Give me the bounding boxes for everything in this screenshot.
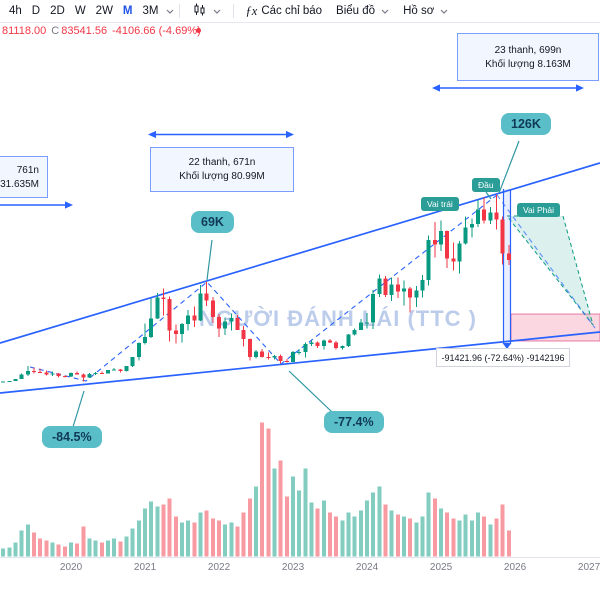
timeframe-button-d[interactable]: D	[27, 1, 45, 21]
range-box-line: 761n	[16, 164, 39, 176]
alert-dot	[196, 28, 201, 33]
range-box-top-right[interactable]: 23 thanh, 699n Khối lượng 8.163M	[457, 33, 599, 81]
range-box-line: Khối lượng 80.99M	[179, 171, 265, 182]
pattern-left-shoulder-label[interactable]: Vai trái	[421, 197, 459, 211]
chevron-down-icon	[213, 5, 221, 17]
timeframe-button-m[interactable]: M	[118, 1, 138, 21]
toolbar-divider	[232, 4, 234, 18]
timeframe-button-w[interactable]: W	[70, 1, 91, 21]
time-axis-label: 2020	[59, 562, 83, 573]
profile-menu-button[interactable]: Hồ sơ	[396, 5, 455, 17]
time-axis[interactable]: 2020 2021 2022 2023 2024 2025 2026 2027	[0, 557, 600, 601]
toolbar: 4h D 2D W 2W M 3M ƒx Các chỉ báo Biểu đồ	[0, 0, 600, 23]
target-zone-box[interactable]	[510, 313, 600, 342]
range-box-line: Khối lượng 8.163M	[485, 58, 571, 70]
range-box-far-left[interactable]: 761n 31.635M	[0, 156, 48, 198]
chart-menu-button[interactable]: Biểu đồ	[329, 5, 396, 17]
timeframe-button-4h[interactable]: 4h	[4, 1, 27, 21]
change-value: -4106.66 (-4.69%)	[112, 25, 201, 37]
ohlc-readout: 81118.00 C 83541.56 -4106.66 (-4.69%)	[2, 25, 201, 37]
profile-menu-label: Hồ sơ	[403, 5, 435, 17]
price-range-measure-lines[interactable]	[502, 189, 512, 349]
toolbar-divider	[178, 4, 180, 18]
pattern-head-label[interactable]: Đầu	[472, 178, 500, 192]
timeframe-group: 4h D 2D W 2W M 3M	[4, 1, 164, 21]
callout-drawdown-77[interactable]: -77.4%	[324, 411, 384, 433]
callout-drawdown-84[interactable]: -84.5%	[42, 426, 102, 448]
callout-pointer-lines	[72, 140, 520, 428]
range-box-line: 23 thanh, 699n	[494, 44, 562, 56]
watermark: NGƯỜI ĐÁNH LÁI (TTC )	[199, 306, 477, 331]
close-label: C	[51, 25, 60, 37]
chevron-down-icon	[381, 5, 389, 17]
time-axis-label: 2027	[577, 562, 600, 573]
candlestick-icon	[192, 2, 207, 20]
range-box-line: 22 thanh, 671n	[188, 157, 256, 168]
chart-menu-label: Biểu đồ	[336, 5, 376, 17]
timeframe-button-2w[interactable]: 2W	[91, 1, 118, 21]
timeframe-button-2d[interactable]: 2D	[45, 1, 70, 21]
price-range-measure-label[interactable]: -91421.96 (-72.64%) -9142196	[436, 348, 570, 367]
callout-peak-69k[interactable]: 69K	[191, 211, 234, 233]
time-axis-label: 2022	[207, 562, 231, 573]
indicators-label: Các chỉ báo	[261, 5, 323, 17]
indicators-button[interactable]: ƒx Các chỉ báo	[239, 4, 330, 19]
time-axis-label: 2025	[429, 562, 453, 573]
chart-type-button[interactable]	[185, 2, 228, 20]
close-value: 83541.56	[61, 25, 108, 37]
range-box-mid-left[interactable]: 22 thanh, 671n Khối lượng 80.99M	[150, 147, 294, 192]
timeframe-button-3m[interactable]: 3M	[138, 1, 164, 21]
fx-icon: ƒx	[245, 3, 258, 18]
pivot-zigzag-line[interactable]	[29, 194, 498, 382]
time-axis-label: 2023	[281, 562, 305, 573]
right-shoulder-projection-triangle[interactable]	[505, 215, 594, 326]
callout-peak-126k[interactable]: 126K	[501, 113, 551, 135]
time-axis-label: 2026	[503, 562, 527, 573]
time-axis-label: 2021	[133, 562, 157, 573]
range-box-line: 31.635M	[0, 178, 39, 190]
candlestick-series	[1, 194, 511, 383]
pattern-right-shoulder-label[interactable]: Vai Phải	[517, 203, 561, 217]
timeframe-menu-chevron-icon[interactable]	[166, 5, 174, 17]
price-value-left: 81118.00	[2, 25, 47, 37]
chevron-down-icon	[440, 5, 448, 17]
time-axis-label: 2024	[355, 562, 379, 573]
